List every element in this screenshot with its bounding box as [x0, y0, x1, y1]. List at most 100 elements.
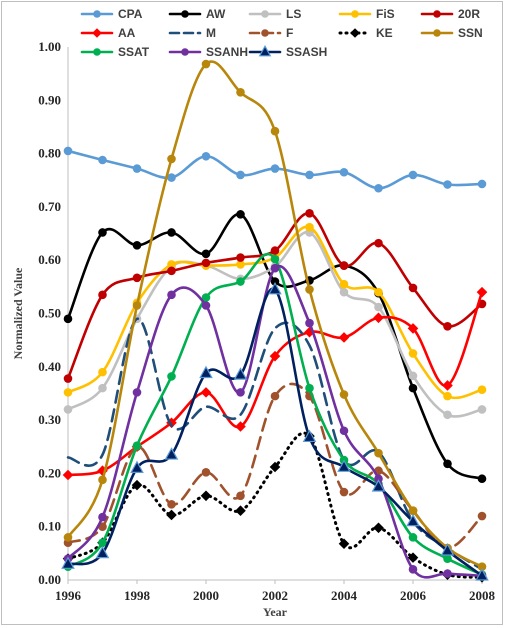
legend-label-fis: FiS — [376, 7, 395, 21]
data-point-fis — [236, 260, 245, 269]
data-point-ke — [407, 552, 419, 563]
legend-entry-ssanh: SSANH — [168, 45, 248, 59]
y-tick-label: 0.10 — [38, 519, 61, 534]
legend-marker-fis — [351, 10, 359, 18]
legend-marker-ls — [261, 10, 269, 18]
data-point-cpa — [201, 151, 211, 161]
legend-entry-20r: 20R — [420, 7, 480, 21]
data-point-ssanh — [443, 569, 452, 578]
data-point-fis — [374, 287, 383, 297]
legend-entry-aa: AA — [80, 26, 136, 40]
series-ssat — [63, 252, 487, 579]
data-point-20r — [374, 238, 383, 248]
data-point-aw — [98, 228, 107, 237]
data-point-aa — [476, 286, 488, 298]
data-point-aa — [200, 387, 212, 398]
series-ssn — [63, 59, 487, 571]
data-point-aw — [132, 240, 142, 250]
data-point-cpa — [443, 180, 452, 189]
data-point-ssn — [98, 475, 107, 485]
legend-entry-ssn: SSN — [420, 26, 483, 40]
data-point-20r — [63, 374, 73, 383]
data-point-cpa — [305, 170, 314, 180]
data-point-fis — [305, 222, 314, 232]
data-point-ssash — [164, 447, 179, 460]
data-point-ssat — [167, 372, 176, 381]
data-point-ls — [63, 405, 73, 414]
data-point-cpa — [236, 170, 245, 180]
data-point-ssat — [305, 383, 314, 393]
legend-label-ssash: SSASH — [286, 45, 327, 59]
data-point-aa — [373, 312, 384, 324]
x-tick-label: 2004 — [331, 588, 358, 603]
series-aa — [62, 286, 488, 481]
series-line-aa — [66, 290, 484, 477]
legend-label-ke: KE — [376, 26, 393, 40]
legend-label-20r: 20R — [458, 7, 480, 21]
legend-label-ls: LS — [286, 7, 301, 21]
data-point-aw — [408, 383, 418, 393]
data-point-cpa — [167, 173, 176, 182]
y-tick-label: 0.90 — [38, 92, 61, 107]
series-line-ke — [66, 431, 484, 579]
legend-marker-aw — [181, 10, 189, 18]
data-point-ssash — [406, 513, 420, 527]
legend-entry-ssash: SSASH — [248, 44, 327, 59]
legend-marker-ke — [350, 28, 360, 38]
data-point-ls — [339, 287, 349, 297]
legend-marker-cpa — [93, 10, 101, 18]
data-point-ke — [235, 505, 246, 517]
legend-marker-ssat — [93, 48, 101, 56]
legend-label-cpa: CPA — [118, 7, 143, 21]
data-point-ls — [98, 383, 107, 393]
data-point-ls — [374, 302, 383, 312]
data-point-fis — [63, 388, 73, 397]
data-point-fis — [443, 391, 452, 401]
data-point-ls — [408, 371, 418, 381]
data-point-20r — [408, 283, 418, 293]
legend-label-m: M — [206, 26, 216, 40]
data-point-ssanh — [270, 263, 280, 273]
legend-entry-ke: KE — [338, 26, 393, 40]
legend: CPA AW LS FiS 20R AA M F KE SSN SSAT SSANH SSASH — [80, 7, 483, 59]
legend-label-aa: AA — [118, 26, 136, 40]
y-tick-label: 0.40 — [38, 359, 61, 374]
data-point-ssash — [440, 543, 455, 556]
legend-label-ssat: SSAT — [118, 45, 150, 59]
y-tick-label: 0.60 — [38, 252, 61, 267]
data-point-aa — [235, 421, 246, 432]
y-tick-label: 0.30 — [38, 412, 61, 427]
data-point-aa — [62, 469, 74, 481]
series-cpa — [63, 146, 487, 193]
legend-entry-cpa: CPA — [80, 7, 143, 21]
data-point-ssash — [233, 367, 248, 380]
data-point-ssn — [339, 390, 349, 399]
data-point-ssat — [132, 441, 142, 450]
data-point-aw — [270, 277, 280, 286]
y-tick-label: 0.00 — [38, 572, 61, 587]
data-point-ssanh — [98, 512, 107, 522]
data-point-f — [270, 391, 280, 401]
legend-marker-f — [261, 29, 269, 37]
data-point-aw — [236, 210, 245, 219]
series-ssanh — [63, 263, 487, 581]
data-point-ssn — [132, 301, 142, 310]
data-point-ssn — [408, 506, 418, 516]
x-tick-label: 1998 — [124, 588, 151, 603]
data-point-ssn — [374, 448, 383, 458]
legend-marker-aa — [92, 28, 102, 38]
y-tick-label: 1.00 — [38, 39, 61, 54]
data-point-cpa — [339, 167, 349, 177]
data-point-ke — [373, 522, 384, 534]
data-point-20r — [98, 290, 107, 300]
data-point-f — [339, 487, 349, 497]
legend-label-ssn: SSN — [458, 26, 483, 40]
data-point-ssat — [236, 277, 245, 286]
series-line-ssn — [66, 60, 484, 568]
legend-label-aw: AW — [206, 7, 226, 21]
data-point-20r — [443, 321, 452, 331]
data-point-ssn — [201, 59, 211, 69]
x-tick-label: 2002 — [262, 588, 288, 603]
x-tick-label: 2006 — [400, 588, 427, 603]
data-point-aa — [407, 323, 419, 334]
